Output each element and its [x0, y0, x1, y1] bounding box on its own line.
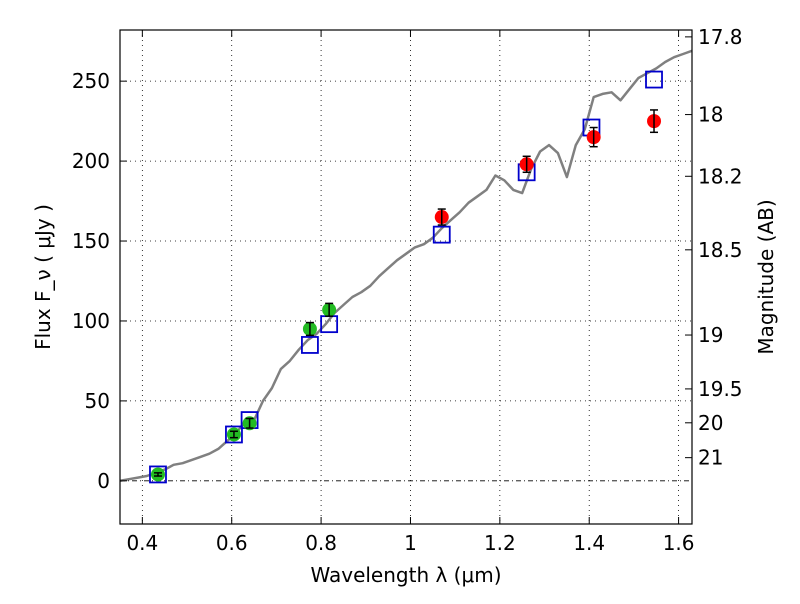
x-axis-label: Wavelength λ (μm): [310, 563, 501, 587]
x-tick-label: 1.6: [663, 531, 695, 555]
x-tick-label: 1: [404, 531, 417, 555]
x-tick-label: 1.2: [484, 531, 516, 555]
y2-tick-label: 17.8: [698, 25, 743, 49]
y-tick-label: 100: [72, 309, 110, 333]
y-tick-label: 250: [72, 69, 110, 93]
model-spectrum-line: [120, 49, 692, 483]
model-photometry-square: [432, 225, 451, 244]
model-photometry-square: [149, 465, 167, 484]
model-photometry-square: [301, 336, 319, 354]
y2-tick-label: 18: [698, 103, 723, 127]
plot-frame: [119, 29, 693, 525]
y2-tick-label: 20: [698, 411, 723, 435]
y-axis-label: Flux F_ν ( μJy ): [31, 204, 55, 350]
y2-tick-label: 19: [698, 323, 723, 347]
tick-layer: [120, 30, 692, 524]
x-tick-label: 0.6: [216, 531, 248, 555]
y2-axis-label: Magnitude (AB): [754, 199, 778, 354]
y2-tick-label: 21: [698, 446, 723, 470]
y2-tick-label: 18.5: [698, 238, 743, 262]
model-photometry-square: [645, 70, 663, 89]
model-photometry-square: [225, 425, 243, 444]
y-tick-label: 150: [72, 229, 110, 253]
x-tick-label: 0.8: [305, 531, 337, 555]
grid-layer: [120, 30, 692, 524]
model-layer: [120, 49, 692, 483]
label-layer: 0.4 0.6 0.8 1 1.2 1.4 1.6 0 50 100 150 200 250 17.8 18…: [72, 25, 743, 555]
x-tick-label: 0.4: [126, 531, 158, 555]
y-tick-label: 0: [97, 469, 110, 493]
y-tick-label: 50: [85, 389, 110, 413]
y2-tick-label: 19.5: [698, 377, 743, 401]
y2-tick-label: 18.2: [698, 164, 743, 188]
y-tick-label: 200: [72, 149, 110, 173]
x-tick-label: 1.4: [573, 531, 605, 555]
marker-layer: [149, 70, 663, 484]
